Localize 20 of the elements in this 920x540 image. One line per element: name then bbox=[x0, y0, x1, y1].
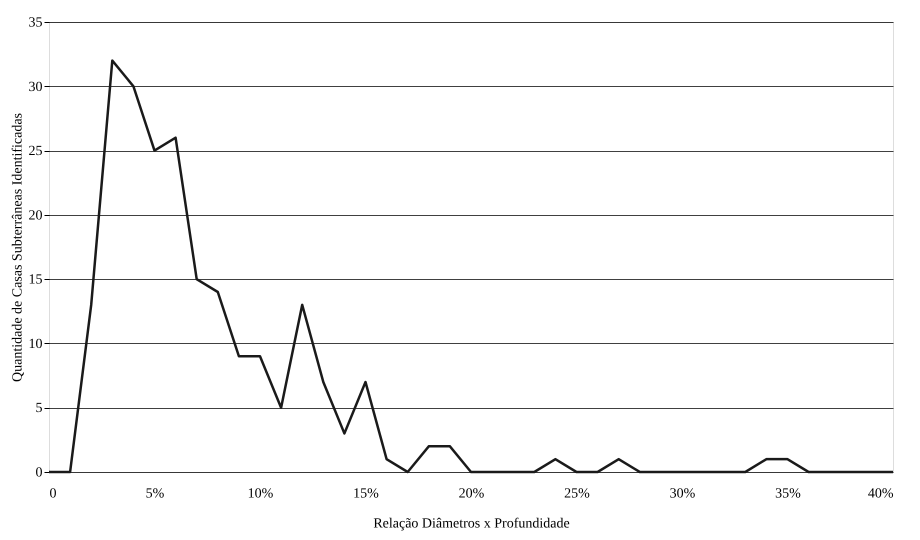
x-tick-label: 15% bbox=[353, 486, 380, 502]
y-tick-label: 25 bbox=[28, 144, 42, 160]
x-tick-label: 25% bbox=[564, 486, 590, 502]
y-axis-title: Quantidade de Casas Subterrâneas Identificadas bbox=[10, 112, 26, 382]
x-tick-label: 0 bbox=[50, 486, 56, 502]
y-tick-label: 10 bbox=[28, 336, 42, 352]
x-tick-label: 20% bbox=[458, 486, 485, 502]
line-series bbox=[48, 59, 894, 474]
x-tick-label: 35% bbox=[775, 486, 802, 502]
y-tick-label: 5 bbox=[36, 401, 42, 416]
x-tick-label: 30% bbox=[670, 486, 696, 502]
y-tick-label: 15 bbox=[28, 272, 42, 288]
y-tick-label: 30 bbox=[28, 80, 42, 95]
y-tick-label: 0 bbox=[36, 466, 42, 480]
x-tick-label: 10% bbox=[248, 486, 274, 502]
x-axis-title: Relação Diâmetros x Profundidade bbox=[373, 516, 570, 532]
y-tick-label: 20 bbox=[28, 208, 42, 224]
y-tick-label: 35 bbox=[28, 16, 42, 30]
x-tick-label: 5% bbox=[146, 486, 165, 502]
x-tick-label: 40% bbox=[868, 486, 894, 502]
